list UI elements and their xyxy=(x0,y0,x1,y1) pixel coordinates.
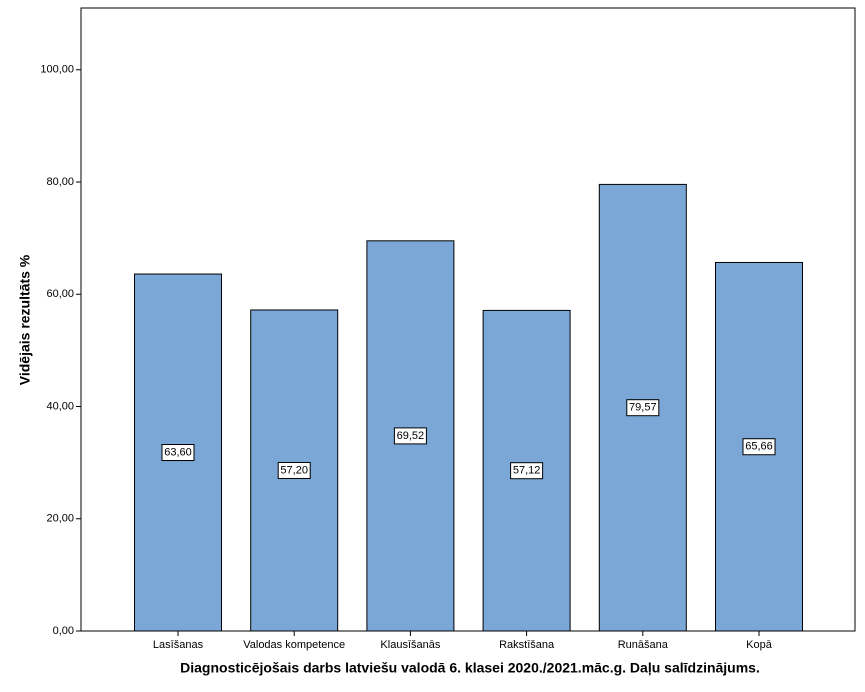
value-label: 57,12 xyxy=(513,465,541,477)
value-label-box xyxy=(742,438,776,456)
value-label-box xyxy=(277,461,311,479)
y-tick-label: 40,00 xyxy=(46,400,74,412)
value-label-box xyxy=(626,399,660,417)
y-axis-title: Vidējais rezultāts % xyxy=(17,254,33,385)
y-tick-label: 0,00 xyxy=(53,625,74,637)
x-tick-label: Klausīšanās xyxy=(380,639,440,651)
y-tick-label: 20,00 xyxy=(46,513,74,525)
value-label: 65,66 xyxy=(745,441,773,453)
y-tick-label: 60,00 xyxy=(46,288,74,300)
value-label-box xyxy=(393,427,427,445)
value-label: 57,20 xyxy=(280,464,308,476)
value-label: 63,60 xyxy=(164,446,192,458)
x-tick-label: Valodas kompetence xyxy=(243,639,345,651)
x-axis-title: Diagnosticējošais darbs latviešu valodā … xyxy=(180,660,760,676)
value-label-box xyxy=(161,444,195,462)
value-label-box xyxy=(510,462,544,480)
value-label: 69,52 xyxy=(397,430,425,442)
x-tick-label: Lasīšanas xyxy=(153,639,204,651)
x-tick-label: Kopā xyxy=(746,639,773,651)
value-label: 79,57 xyxy=(629,402,657,414)
plot-frame xyxy=(80,7,856,632)
y-tick-label: 80,00 xyxy=(46,176,74,188)
x-tick-label: Rakstīšana xyxy=(499,639,555,651)
x-tick-label: Runāšana xyxy=(618,639,669,651)
y-tick-label: 100,00 xyxy=(40,64,74,76)
